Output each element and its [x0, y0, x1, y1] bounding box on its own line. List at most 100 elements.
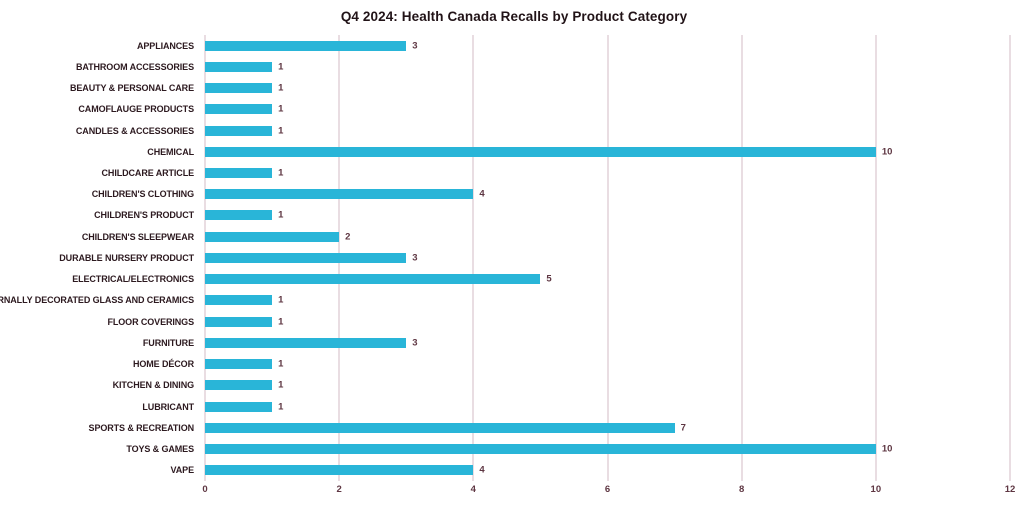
bar [205, 274, 541, 285]
bar [205, 83, 273, 94]
value-label: 1 [278, 167, 284, 179]
gridline [740, 35, 743, 481]
category-label: TOYS & GAMES [126, 444, 194, 455]
category-label: LUBRICANT [142, 401, 194, 412]
category-axis: APPLIANCES BATHROOM ACCESSORIES BEAUTY & P… [0, 35, 200, 481]
bar [205, 61, 273, 72]
category-label: SPORTS & RECREATION [88, 422, 195, 433]
bar [205, 252, 407, 263]
category-label: CHEMICAL [147, 146, 194, 157]
value-label: 3 [412, 252, 418, 264]
bar-row: 1 [205, 290, 1010, 311]
category-label: VAPE [170, 465, 195, 476]
bar [205, 231, 340, 242]
bar-row: 10 [205, 141, 1010, 162]
category-label: KITCHEN & DINING [112, 380, 195, 391]
value-label: 4 [479, 188, 485, 200]
bar-row: 1 [205, 120, 1010, 141]
category-label: HOME DÉCOR [132, 359, 194, 370]
bar-row: 3 [205, 332, 1010, 353]
x-axis-tick-label: 6 [604, 484, 611, 495]
bar [205, 337, 407, 348]
bar-row: 1 [205, 311, 1010, 332]
value-label: 3 [412, 337, 418, 349]
bar-row: 2 [205, 226, 1010, 247]
bar [205, 295, 273, 306]
value-label: 1 [278, 61, 284, 73]
gridline [1009, 35, 1011, 481]
value-label: 7 [680, 422, 686, 434]
x-axis: 0 2 4 6 8 10 12 [202, 484, 1015, 500]
plot-area: 3 1 1 1 1 10 1 4 1 2 3 5 1 1 3 1 1 1 7 10 4 [204, 35, 1011, 481]
bar-row: 1 [205, 354, 1010, 375]
bar [205, 465, 474, 476]
x-axis-tick-label: 0 [202, 484, 208, 495]
category-label: CHILDREN'S PRODUCT [94, 210, 194, 221]
bar-rows: 3 1 1 1 1 10 1 4 1 2 3 5 1 1 3 1 1 1 7 10 4 [205, 35, 1010, 481]
bar-row: 4 [205, 460, 1010, 481]
bar-row: 10 [205, 438, 1010, 459]
bar [205, 316, 273, 327]
category-label: CANDLES & ACCESSORIES [75, 125, 194, 136]
value-label: 1 [278, 358, 284, 370]
bar [205, 210, 273, 221]
bar-row: 3 [205, 35, 1010, 56]
bar [205, 104, 273, 115]
value-label: 1 [278, 401, 284, 413]
category-label: FURNITURE [142, 337, 194, 348]
category-label: FLOOR COVERINGS [107, 316, 194, 327]
x-axis-tick-label: 12 [1004, 484, 1016, 495]
value-label: 1 [278, 103, 284, 115]
value-label: 1 [278, 294, 284, 306]
x-axis-tick-label: 8 [739, 484, 745, 495]
x-axis-tick-label: 4 [470, 484, 476, 495]
category-label: CHILDREN'S SLEEPWEAR [81, 231, 194, 242]
gridline [606, 35, 609, 481]
gridline [874, 35, 877, 481]
value-label: 1 [278, 209, 284, 221]
bar-row: 4 [205, 184, 1010, 205]
category-label: ELECTRICAL/ELECTRONICS [72, 274, 194, 285]
bar [205, 125, 273, 136]
bar-row: 1 [205, 205, 1010, 226]
bar-row: 1 [205, 375, 1010, 396]
bar-row: 5 [205, 269, 1010, 290]
gridline [472, 35, 475, 481]
bar [205, 40, 407, 51]
x-axis-tick-label: 10 [870, 484, 882, 495]
category-label: CAMOFLAUGE PRODUCTS [78, 104, 194, 115]
category-label: APPLIANCES [136, 40, 194, 51]
category-label: CHILDREN'S CLOTHING [91, 189, 194, 200]
category-label: EXTERNALLY DECORATED GLASS AND CERAMICS [0, 295, 194, 306]
value-label: 1 [278, 379, 284, 391]
chart-title: Q4 2024: Health Canada Recalls by Produc… [340, 9, 688, 24]
bar [205, 422, 675, 433]
value-label: 1 [278, 125, 284, 137]
category-label: CHILDCARE ARTICLE [101, 168, 195, 179]
bar-row: 1 [205, 77, 1010, 98]
value-label: 10 [881, 146, 893, 158]
value-label: 1 [278, 316, 284, 328]
x-axis-tick-label: 2 [336, 484, 342, 495]
value-label: 2 [345, 231, 351, 243]
bar [205, 444, 876, 455]
bar [205, 380, 273, 391]
category-label: BEAUTY & PERSONAL CARE [70, 83, 194, 94]
bar-row: 1 [205, 99, 1010, 120]
category-label: BATHROOM ACCESSORIES [75, 61, 194, 72]
bar-row: 1 [205, 56, 1010, 77]
bar-row: 1 [205, 162, 1010, 183]
bar [205, 168, 273, 179]
value-label: 10 [881, 443, 893, 455]
bar [205, 189, 474, 200]
value-label: 3 [412, 40, 418, 52]
bar-row: 3 [205, 247, 1010, 268]
value-label: 4 [479, 464, 485, 476]
bar [205, 359, 273, 370]
bar-row: 1 [205, 396, 1010, 417]
value-label: 1 [278, 82, 284, 94]
bar-row: 7 [205, 417, 1010, 438]
value-label: 5 [546, 273, 552, 285]
category-label: DURABLE NURSERY PRODUCT [59, 252, 194, 263]
